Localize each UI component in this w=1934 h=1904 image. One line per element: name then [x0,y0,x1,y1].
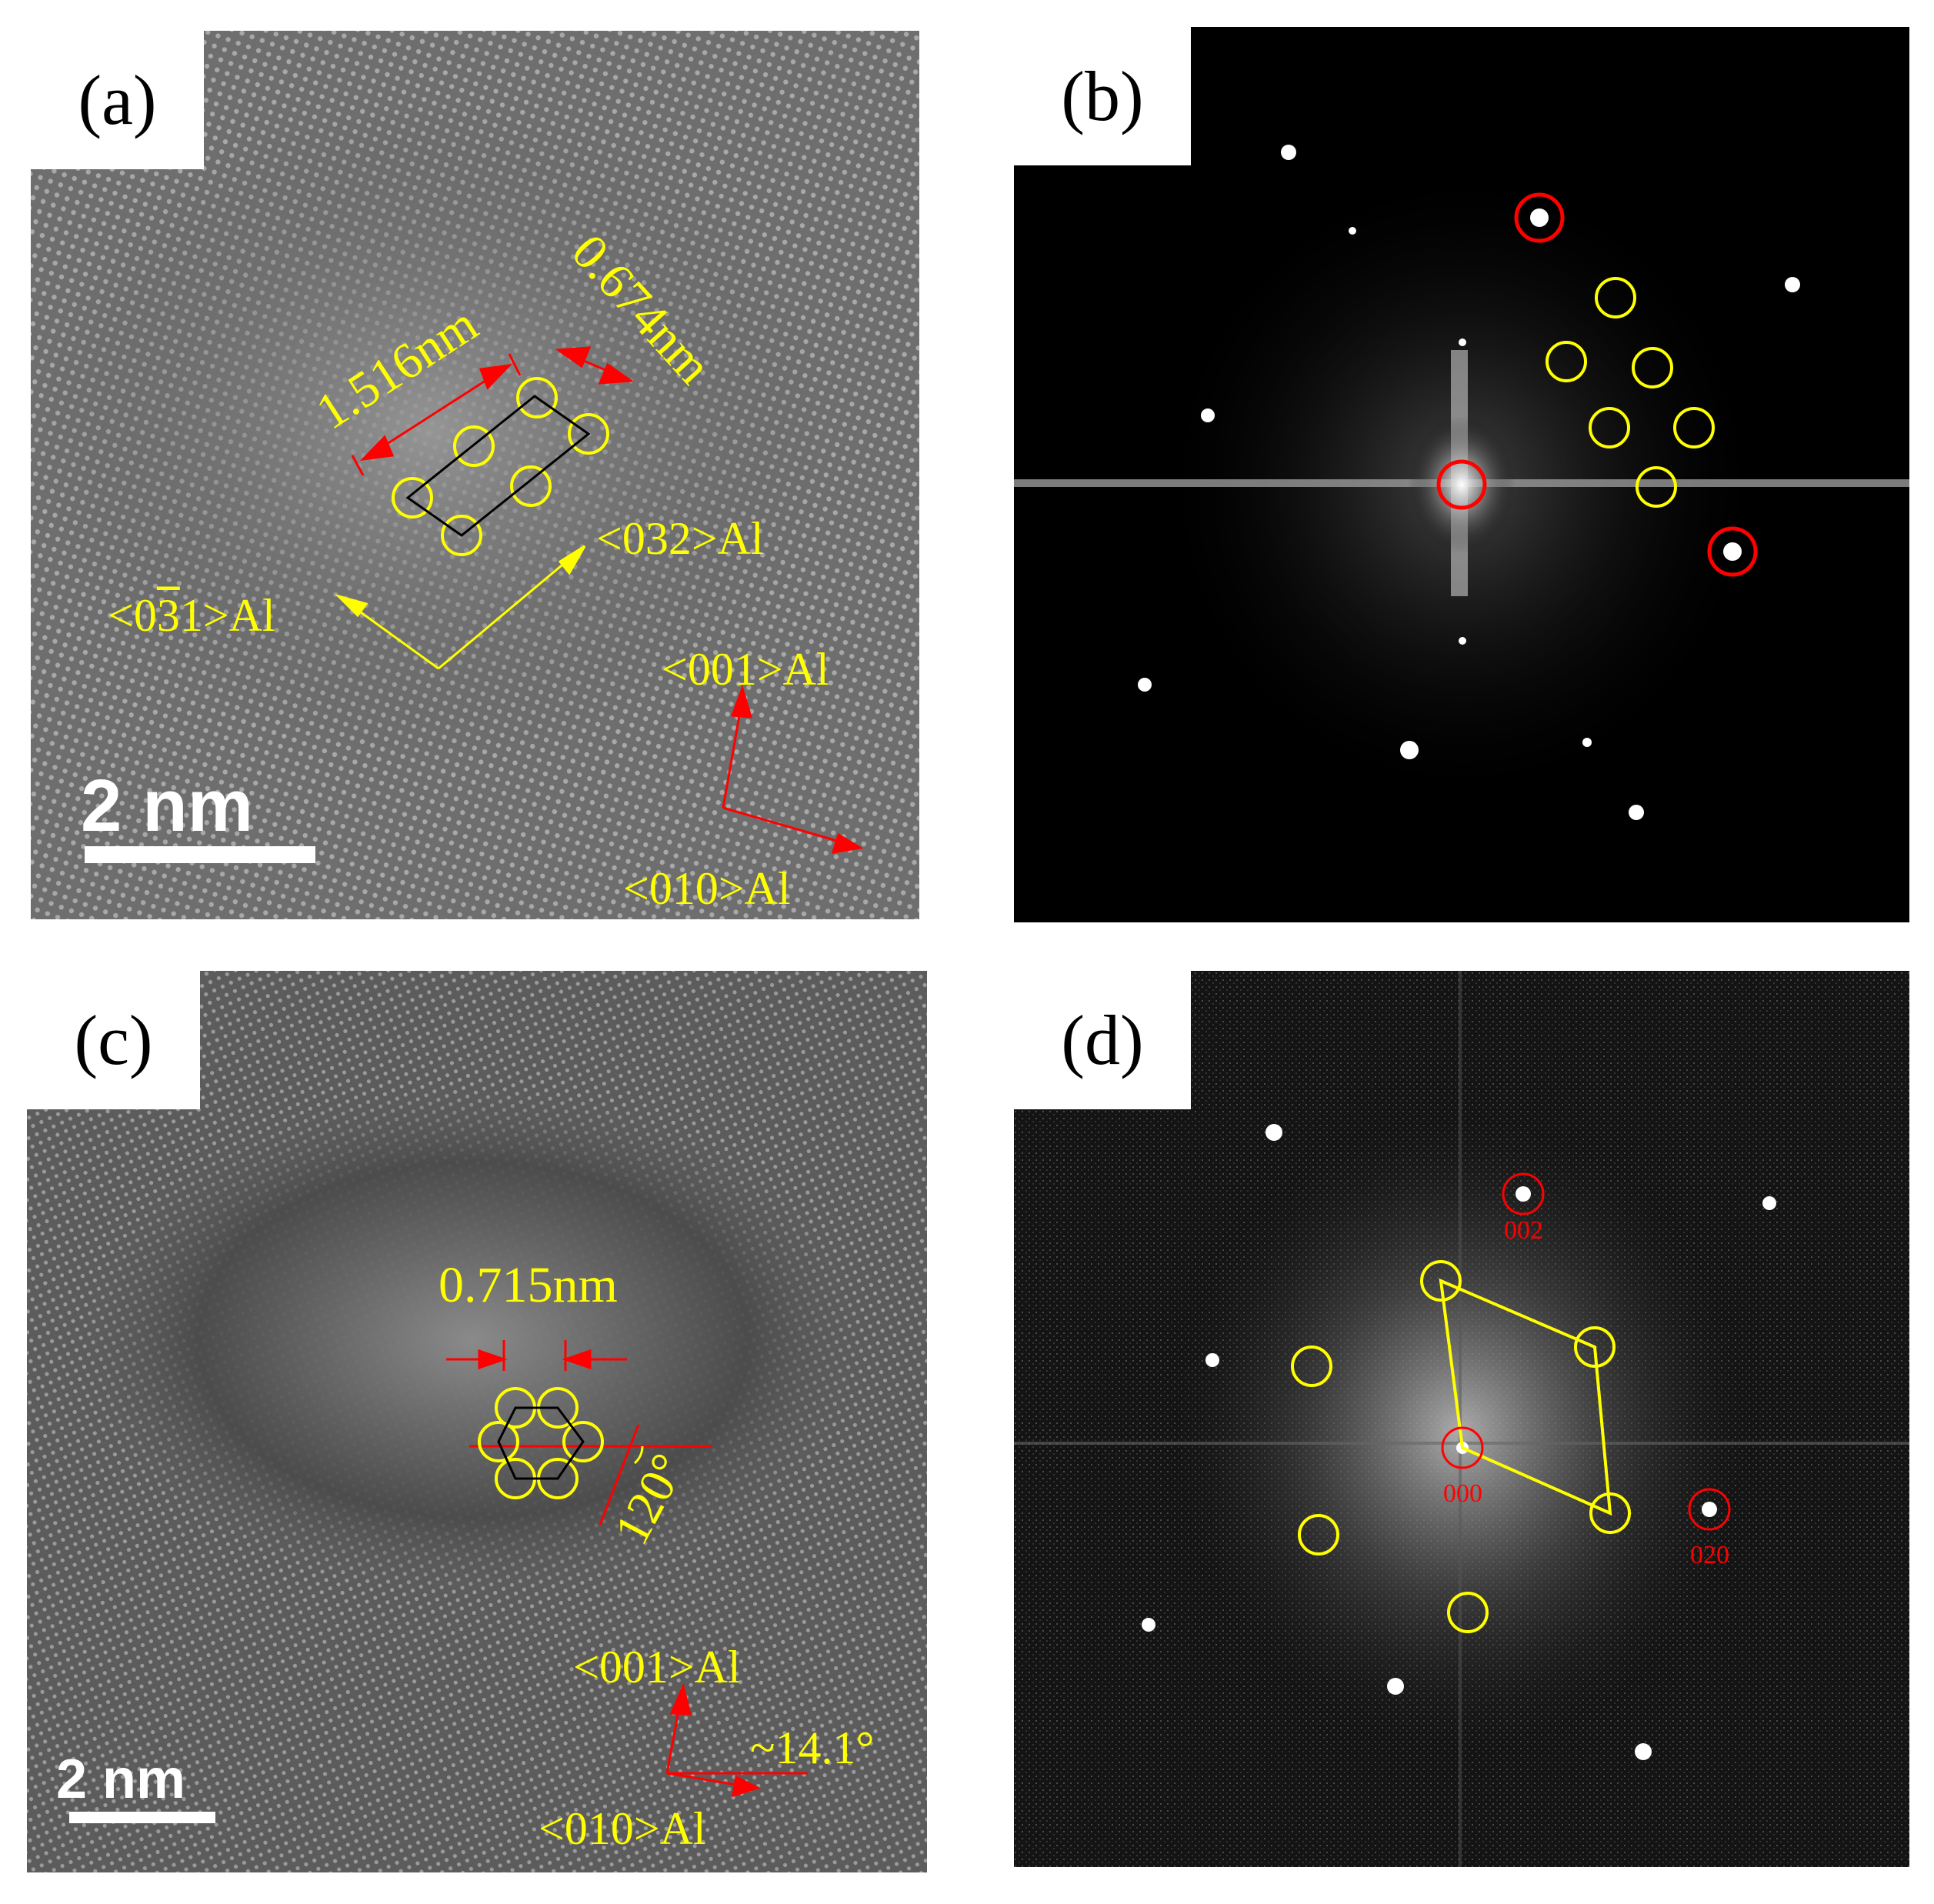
panel-d-label: (d) [1014,971,1191,1109]
dir-010-label: <010>Al [623,863,791,914]
dir-001-label: <001>Al [662,644,829,695]
central-spot [1408,415,1516,554]
red-spot-markers [1436,192,1758,577]
yellow-spot-markers [1546,277,1715,508]
reciprocal-cell-outline [1439,1278,1612,1516]
panel-b-label: (b) [1014,27,1191,165]
dir-032-label: <032>Al [596,513,764,564]
unit-cell-outline [405,395,591,537]
red-spot-markers [1441,1172,1731,1531]
yellow-direction-arrows [334,545,586,670]
panel-a-label: (a) [31,31,204,169]
panel-d-fft-pattern: 002 000 020 [1014,971,1909,1867]
precipitate-region [81,1086,865,1594]
dir-031-label: <031>Al [108,590,275,641]
atom-markers [392,377,609,556]
dimension-arrows [446,1340,712,1526]
panel-a-hrtem-image: 1.516nm 0.674nm <032>Al <031>Al <001>Al … [31,31,919,919]
spot-020-label: 020 [1690,1541,1729,1569]
scale-bar [69,1812,215,1823]
angle-arc [633,1446,644,1465]
panel-b-fft-pattern [1014,27,1909,922]
spot-000-label: 000 [1443,1479,1482,1508]
dimension-arrows [351,346,635,476]
dir-001-label: <001>Al [573,1642,741,1692]
diffraction-spots [1138,145,1800,820]
tilt-angle-label: ~14.1° [750,1722,874,1773]
yellow-spot-markers [1291,1260,1631,1633]
scale-bar-label: 2 nm [81,765,253,847]
scale-bar-label: 2 nm [56,1749,185,1810]
dim-label: 0.715nm [438,1257,618,1313]
panel-c-hrtem-image: 0.715nm 120° <001>Al ~14.1° <010>Al 2 nm [27,971,927,1872]
spot-002-label: 002 [1504,1216,1543,1245]
dir-010-label: <010>Al [539,1803,706,1854]
red-axis-arrows [665,1682,808,1798]
hexagon-outline [497,1406,585,1480]
red-axis-arrows [722,685,864,854]
scale-bar [85,846,315,863]
panel-c-label: (c) [27,971,200,1109]
